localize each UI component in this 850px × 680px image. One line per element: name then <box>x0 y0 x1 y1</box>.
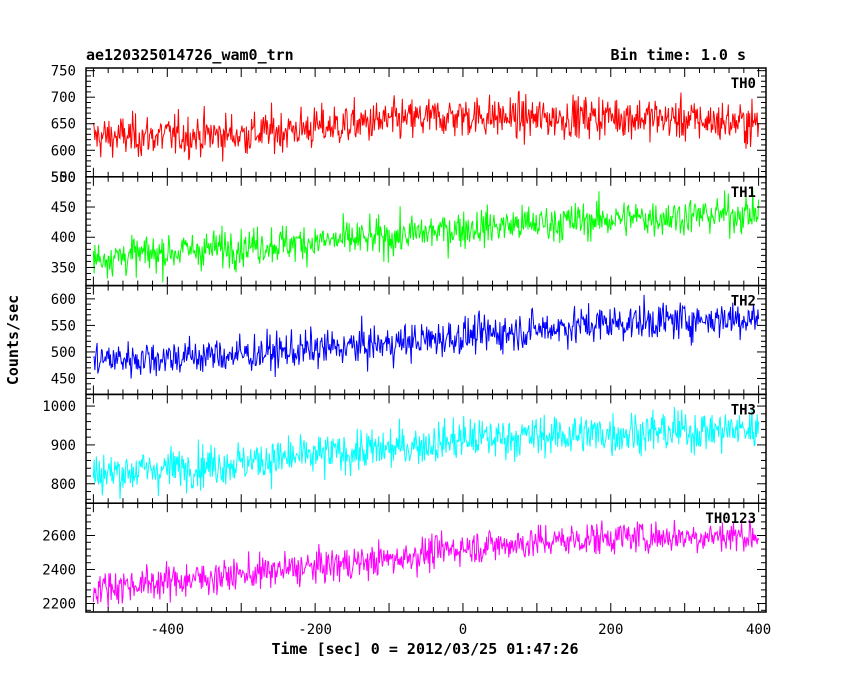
y-tick-label: 450 <box>51 200 76 216</box>
x-tick-label: -200 <box>298 622 332 638</box>
y-tick-label: 500 <box>51 345 76 361</box>
y-tick-label: 600 <box>51 292 76 308</box>
bin-time-label: Bin time: 1.0 s <box>611 46 746 64</box>
panel-label: TH0 <box>731 76 756 92</box>
y-tick-label: 2200 <box>42 597 76 613</box>
y-tick-label: 400 <box>51 230 76 246</box>
y-tick-label: 600 <box>51 143 76 159</box>
x-tick-label: 0 <box>459 622 467 638</box>
y-tick-label: 2600 <box>42 529 76 545</box>
x-tick-label: -400 <box>150 622 184 638</box>
panel-label: TH2 <box>731 294 756 310</box>
panel-th1: 350 400 450 500 TH1 <box>51 170 767 287</box>
y-axis-title: Counts/sec <box>4 295 22 385</box>
y-tick-label: 550 <box>51 170 76 186</box>
x-axis-title: Time [sec] 0 = 2012/03/25 01:47:26 <box>271 640 578 658</box>
y-tick-label: 750 <box>51 64 76 80</box>
y-tick-label: 550 <box>51 318 76 334</box>
panel-label: TH1 <box>731 185 756 201</box>
y-tick-label: 2400 <box>42 563 76 579</box>
panel-th0: 550 600 650 700 750 TH0 <box>51 64 767 186</box>
panels-group: 550600650700750TH0350400450500TH14505005… <box>42 64 771 638</box>
y-tick-label: 500 <box>51 170 76 186</box>
y-tick-label: 1000 <box>42 399 76 415</box>
series-line-th2 <box>93 294 760 379</box>
panel-th0123: 2200 2400 2600 TH0123 <box>42 502 767 613</box>
x-tick-label: 400 <box>746 622 771 638</box>
observation-id-title: ae120325014726_wam0_trn <box>86 46 294 64</box>
y-tick-label: 450 <box>51 371 76 387</box>
panel-label: TH3 <box>731 402 756 418</box>
panel-frame <box>85 502 767 613</box>
y-tick-label: 700 <box>51 90 76 106</box>
panel-label: TH0123 <box>705 511 756 527</box>
series-line-th0 <box>92 90 760 162</box>
y-tick-label: 350 <box>51 260 76 276</box>
y-tick-label: 650 <box>51 117 76 133</box>
panel-th3: 800 900 1000 TH3 <box>42 393 767 504</box>
series-line-th3 <box>92 406 760 500</box>
x-tick-label: 200 <box>598 622 623 638</box>
panel-th2: 450 500 550 600 TH2 <box>51 284 767 396</box>
y-tick-label: 900 <box>51 438 76 454</box>
panel-frame <box>85 393 767 504</box>
series-line-th0123 <box>92 519 760 609</box>
series-line-th1 <box>92 188 760 283</box>
y-tick-label: 800 <box>51 477 76 493</box>
